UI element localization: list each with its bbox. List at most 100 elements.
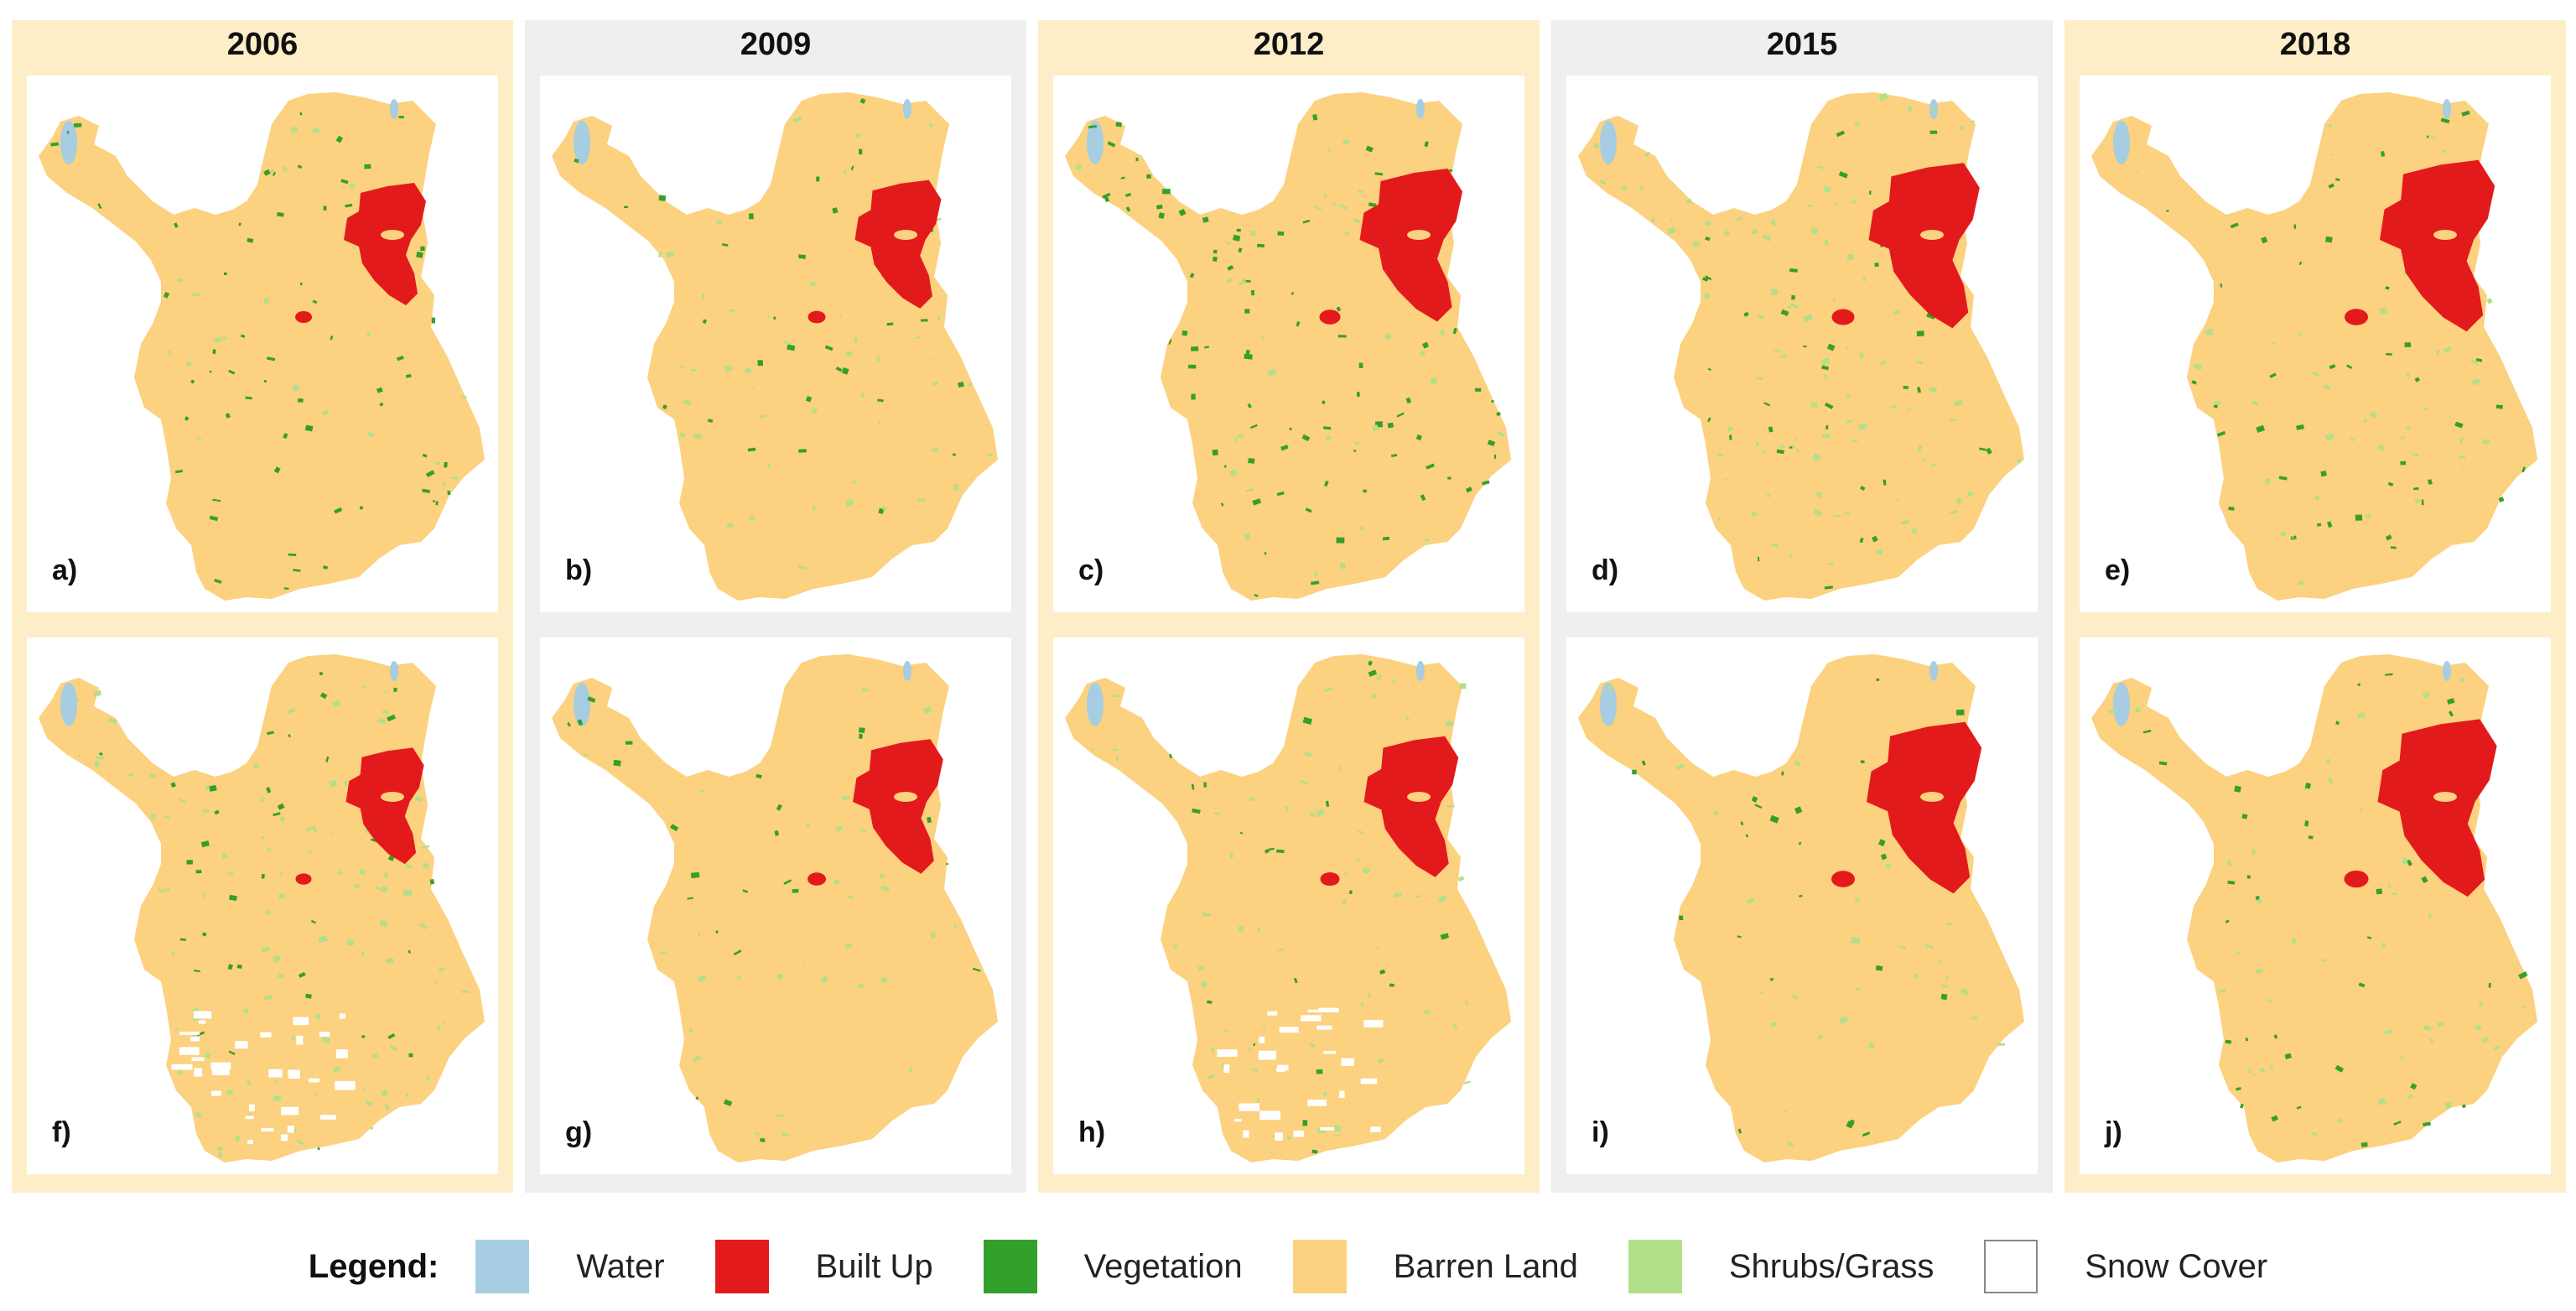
panel-label: f): [52, 1116, 71, 1148]
barren-land-patch: [1407, 230, 1431, 240]
year-column-2006: 2006 a) f): [12, 20, 513, 1193]
legend-item-water: Water: [475, 1240, 665, 1293]
water-area: [1416, 99, 1425, 119]
land-cover-map: [39, 92, 485, 601]
legend-title: Legend:: [308, 1247, 439, 1285]
year-heading: 2009: [740, 27, 812, 62]
water-area: [1087, 683, 1104, 726]
land-cover-patches: [1593, 92, 2023, 590]
legend-item-snow-cover: Snow Cover: [1984, 1240, 2267, 1293]
barren-land-patch: [894, 792, 917, 802]
panel-label: d): [1592, 554, 1619, 586]
land-cover-patches: [1075, 114, 1505, 597]
legend: Legend: Water Built Up Vegetation Barren…: [0, 1233, 2576, 1300]
legend-swatch-barren-land: [1292, 1240, 1347, 1293]
barren-land-area: [1065, 92, 1511, 601]
water-area: [1929, 99, 1938, 119]
built-up-area: [1831, 309, 1855, 325]
panel-label: c): [1078, 554, 1104, 586]
water-area: [903, 661, 911, 681]
map-panel: c): [1053, 75, 1524, 612]
barren-land-patch: [1407, 792, 1431, 802]
year-heading: 2015: [1766, 27, 1838, 62]
built-up-area: [295, 873, 312, 885]
water-area: [1929, 661, 1938, 681]
legend-item-vegetation: Vegetation: [983, 1240, 1243, 1293]
barren-land-area: [552, 92, 998, 601]
built-up-area: [1831, 871, 1855, 887]
legend-item-built-up: Built Up: [714, 1240, 933, 1293]
legend-swatch-built-up: [714, 1240, 769, 1293]
legend-swatch-vegetation: [983, 1240, 1037, 1293]
map-panel: i): [1566, 637, 2038, 1174]
built-up-area: [854, 179, 942, 309]
barren-land-area: [552, 654, 998, 1163]
built-up-area: [345, 747, 424, 865]
barren-land-patch: [381, 230, 404, 240]
built-up-area: [1359, 169, 1462, 322]
water-area: [1600, 683, 1617, 726]
year-heading: 2012: [1253, 27, 1325, 62]
map-panel: j): [2080, 637, 2551, 1174]
legend-item-shrubs-grass: Shrubs/Grass: [1628, 1240, 1935, 1293]
land-cover-patches: [50, 112, 467, 590]
barren-land-patch: [894, 230, 917, 240]
water-area: [903, 99, 911, 119]
legend-label-snow-cover: Snow Cover: [2085, 1247, 2268, 1285]
built-up-area: [1319, 310, 1341, 325]
built-up-area: [1320, 871, 1340, 887]
legend-label-water: Water: [576, 1247, 665, 1285]
water-area: [574, 683, 590, 726]
legend-swatch-snow-cover: [1984, 1240, 2038, 1293]
land-cover-patches: [76, 671, 470, 1158]
year-column-2015: 2015 d) i): [1551, 20, 2053, 1193]
panel-label: h): [1078, 1116, 1106, 1148]
panel-label: j): [2105, 1116, 2122, 1148]
no-data-gaps: [171, 1011, 356, 1145]
year-column-2012: 2012 c) h): [1038, 20, 1540, 1193]
legend-label-barren-land: Barren Land: [1393, 1247, 1578, 1285]
map-panel: b): [540, 75, 1011, 612]
land-cover-map: [2091, 654, 2537, 1163]
land-cover-map: [39, 654, 485, 1163]
map-panel: a): [27, 75, 498, 612]
built-up-area: [808, 310, 826, 324]
water-area: [1416, 661, 1425, 681]
built-up-area: [1868, 163, 1980, 329]
water-area: [1600, 121, 1617, 164]
legend-swatch-water: [475, 1240, 530, 1293]
land-cover-map: [2091, 92, 2537, 601]
water-area: [60, 683, 77, 726]
land-cover-map: [552, 654, 998, 1163]
water-area: [2113, 683, 2130, 726]
water-area: [574, 121, 590, 164]
land-cover-map: [1578, 654, 2024, 1163]
built-up-area: [2377, 719, 2497, 897]
land-cover-map: [1578, 92, 2024, 601]
barren-land-patch: [2433, 230, 2457, 240]
land-cover-map: [1065, 92, 1511, 601]
legend-label-shrubs-grass: Shrubs/Grass: [1728, 1247, 1935, 1285]
built-up-area: [808, 872, 826, 886]
map-panel: d): [1566, 75, 2038, 612]
map-panel: f): [27, 637, 498, 1174]
year-heading: 2006: [226, 27, 299, 62]
barren-land-patch: [2433, 792, 2457, 802]
built-up-area: [1867, 721, 1982, 894]
water-area: [2113, 121, 2130, 164]
land-cover-map: [552, 92, 998, 601]
legend-label-vegetation: Vegetation: [1083, 1247, 1243, 1285]
barren-land-patch: [1920, 230, 1944, 240]
barren-land-patch: [381, 792, 404, 802]
land-cover-map: [1065, 654, 1511, 1163]
map-panel: e): [2080, 75, 2551, 612]
water-area: [1087, 121, 1104, 164]
water-area: [2443, 661, 2451, 681]
panel-label: i): [1592, 1116, 1609, 1148]
land-cover-patches: [567, 688, 981, 1142]
panel-label: g): [565, 1116, 593, 1148]
panel-label: b): [565, 554, 593, 586]
barren-land-area: [39, 654, 485, 1163]
land-cover-patches: [2108, 673, 2528, 1147]
land-cover-patches: [1091, 660, 1472, 1154]
